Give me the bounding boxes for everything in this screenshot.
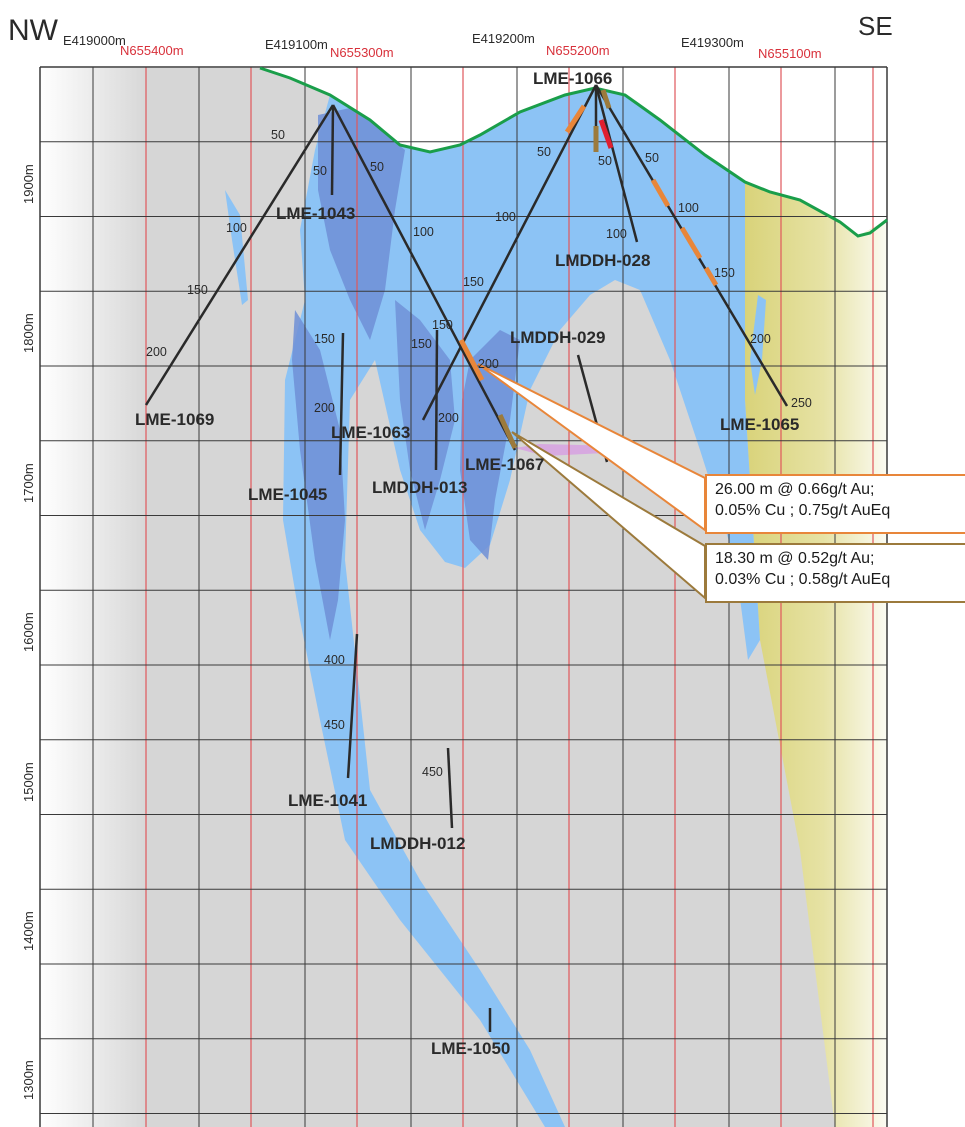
hole-label-lmddh-028: LMDDH-028	[555, 251, 650, 270]
hole-label-lme-1069: LME-1069	[135, 410, 214, 429]
depth-label: 100	[606, 227, 627, 241]
elevation-label: 1900m	[21, 164, 36, 204]
northing-labels: N655400m N655300m N655200m N655100m	[120, 43, 822, 61]
trace-lme-1045	[338, 332, 345, 476]
depth-label: 150	[187, 283, 208, 297]
trace-lmddh-013	[434, 329, 439, 471]
depth-label: 200	[146, 345, 167, 359]
depth-label: 150	[314, 332, 335, 346]
elevation-labels: 1900m 1800m 1700m 1600m 1500m 1400m 1300…	[21, 164, 36, 1100]
orientation-nw: NW	[8, 14, 59, 47]
easting-label: E419200m	[472, 31, 535, 46]
hole-label-lme-1043: LME-1043	[276, 204, 355, 223]
depth-label: 150	[432, 318, 453, 332]
callout-line: 0.03% Cu ; 0.58g/t AuEq	[715, 571, 891, 588]
trace-lmddh-012	[446, 747, 454, 829]
orientation-se: SE	[858, 11, 893, 41]
depth-label: 450	[324, 718, 345, 732]
trace-lme-1043	[330, 104, 335, 196]
minor-zone-right	[750, 295, 766, 395]
trace-lme-1069	[144, 104, 335, 406]
depth-label: 50	[313, 164, 327, 178]
depth-labels: 50 50 50 100 100 150 200 50 50 50 100 10…	[146, 128, 812, 779]
elevation-label: 1600m	[21, 612, 36, 652]
depth-label: 200	[314, 401, 335, 415]
hole-label-lme-1041: LME-1041	[288, 791, 367, 810]
intercept-callout-orange: 26.00 m @ 0.66g/t Au; 0.05% Cu ; 0.75g/t…	[705, 474, 965, 534]
dark-lens-center	[460, 330, 520, 560]
easting-labels: E419000m E419100m E419200m E419300m	[63, 31, 744, 52]
hole-label-lme-1065: LME-1065	[720, 415, 799, 434]
hole-label-lme-1045: LME-1045	[248, 485, 327, 504]
depth-label: 200	[438, 411, 459, 425]
depth-label: 100	[413, 225, 434, 239]
easting-label: E419000m	[63, 33, 126, 48]
easting-label: E419100m	[265, 37, 328, 52]
depth-label: 50	[645, 151, 659, 165]
depth-label: 50	[537, 145, 551, 159]
callout-line: 26.00 m @ 0.66g/t Au;	[715, 481, 875, 498]
elevation-label: 1400m	[21, 911, 36, 951]
northing-label: N655400m	[120, 43, 184, 58]
depth-label: 50	[598, 154, 612, 168]
intercept-callout-brown: 18.30 m @ 0.52g/t Au; 0.03% Cu ; 0.58g/t…	[705, 543, 965, 603]
hole-label-lme-1063: LME-1063	[331, 423, 410, 442]
easting-label: E419300m	[681, 35, 744, 50]
northing-label: N655300m	[330, 45, 394, 60]
callout-line: 18.30 m @ 0.52g/t Au;	[715, 550, 875, 567]
depth-label: 450	[422, 765, 443, 779]
dark-lens-upper	[318, 108, 405, 340]
trace-lme-1063	[421, 84, 598, 421]
elevation-label: 1700m	[21, 463, 36, 503]
hole-label-lmddh-013: LMDDH-013	[372, 478, 467, 497]
depth-label: 200	[478, 357, 499, 371]
depth-label: 100	[495, 210, 516, 224]
depth-label: 50	[271, 128, 285, 142]
depth-label: 200	[750, 332, 771, 346]
northing-label: N655100m	[758, 46, 822, 61]
depth-label: 150	[463, 275, 484, 289]
northing-label: N655200m	[546, 43, 610, 58]
hole-label-lme-1067: LME-1067	[465, 455, 544, 474]
depth-label: 100	[226, 221, 247, 235]
callout-line: 0.05% Cu ; 0.75g/t AuEq	[715, 502, 891, 519]
trace-lme-1041	[346, 633, 359, 779]
hole-label-lme-1066: LME-1066	[533, 69, 612, 88]
depth-label: 100	[678, 201, 699, 215]
depth-label: 250	[791, 396, 812, 410]
trace-lmddh-028	[594, 84, 639, 243]
minor-zone-left	[225, 190, 248, 305]
depth-label: 50	[370, 160, 384, 174]
assay-intervals	[458, 89, 719, 450]
hole-label-lmddh-012: LMDDH-012	[370, 834, 465, 853]
depth-label: 150	[714, 266, 735, 280]
hole-labels: LME-1066 LME-1043 LMDDH-028 LME-1069 LMD…	[135, 69, 799, 1058]
depth-label: 400	[324, 653, 345, 667]
hole-label-lme-1050: LME-1050	[431, 1039, 510, 1058]
depth-label: 150	[411, 337, 432, 351]
trace-lme-1067	[331, 104, 517, 451]
elevation-label: 1500m	[21, 762, 36, 802]
hole-label-lmddh-029: LMDDH-029	[510, 328, 605, 347]
elevation-label: 1300m	[21, 1060, 36, 1100]
elevation-label: 1800m	[21, 313, 36, 353]
